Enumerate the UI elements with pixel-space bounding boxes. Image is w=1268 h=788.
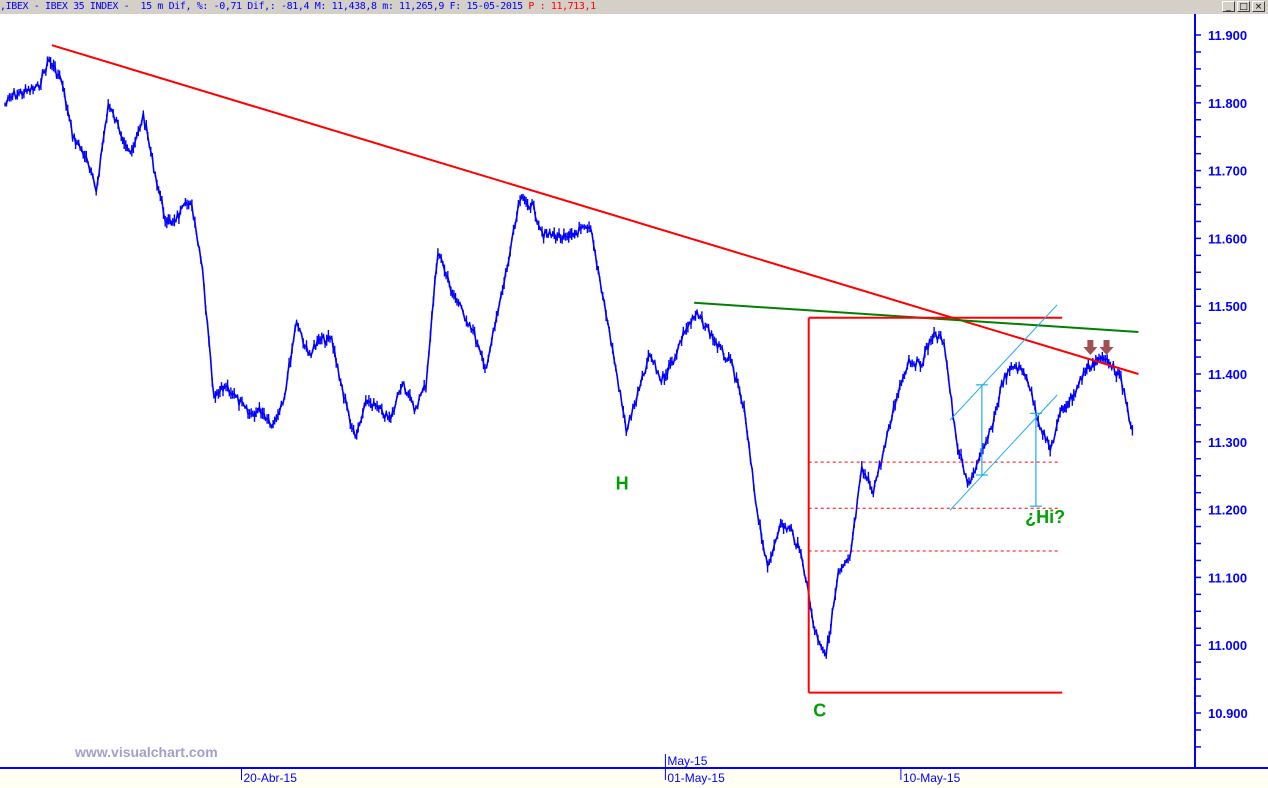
- wave-label: H: [616, 473, 629, 493]
- minimize-button[interactable]: _: [1222, 1, 1235, 12]
- price-tick-label: 11.100: [1208, 570, 1247, 585]
- price-tick-label: 11.000: [1208, 638, 1247, 653]
- price-tick-label: 11.600: [1208, 231, 1247, 246]
- wave-label: ¿Hi?: [1025, 507, 1065, 527]
- maximize-button[interactable]: □: [1237, 1, 1250, 12]
- trendline-line: [51, 44, 1139, 375]
- price-tick-label: 10.900: [1208, 706, 1248, 721]
- header-text: ,IBEX - IBEX 35 INDEX - 15 m Dif, %: -0,…: [0, 1, 529, 12]
- down-arrow-icon: [1083, 340, 1098, 356]
- month-tick-label: May-15: [667, 754, 707, 768]
- wave-label: C: [813, 700, 826, 720]
- price-line: [4, 57, 1134, 658]
- price-chart[interactable]: www.visualchart.com H C ¿Hi? 11.900 11.800 1…: [0, 14, 1268, 788]
- date-axis-area: [0, 768, 1268, 788]
- down-arrow-icon: [1099, 340, 1114, 356]
- price-tick-label: 11.700: [1208, 164, 1247, 179]
- chart-title-bar: ,IBEX - IBEX 35 INDEX - 15 m Dif, %: -0,…: [0, 0, 1268, 14]
- channel-line: [949, 304, 1058, 421]
- date-tick-label: 01-May-15: [667, 771, 725, 785]
- price-tick-label: 11.500: [1208, 299, 1247, 314]
- price-axis-area: [1196, 14, 1268, 768]
- price-tick-label: 11.900: [1208, 28, 1247, 43]
- date-tick-label: 20-Abr-15: [244, 771, 298, 785]
- date-tick-label: 10-May-15: [903, 771, 961, 785]
- price-tick-label: 11.400: [1208, 367, 1247, 382]
- close-button[interactable]: ×: [1252, 1, 1265, 12]
- header-price: P : 11,713,1: [528, 1, 596, 12]
- price-tick-label: 11.200: [1208, 503, 1247, 518]
- price-tick-label: 11.300: [1208, 435, 1247, 450]
- watermark: www.visualchart.com: [74, 744, 218, 760]
- price-tick-label: 11.800: [1208, 96, 1247, 111]
- channel-line: [949, 394, 1058, 511]
